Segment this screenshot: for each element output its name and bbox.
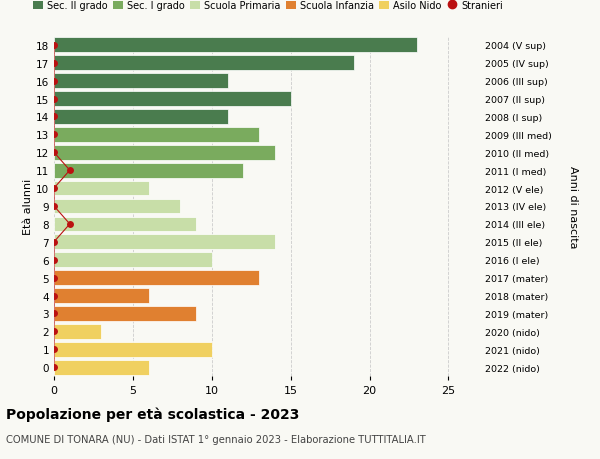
- Bar: [54, 110, 227, 124]
- Legend: Sec. II grado, Sec. I grado, Scuola Primaria, Scuola Infanzia, Asilo Nido, Stran: Sec. II grado, Sec. I grado, Scuola Prim…: [29, 0, 506, 15]
- Bar: [54, 217, 196, 232]
- Bar: [54, 181, 149, 196]
- Bar: [54, 289, 149, 303]
- Text: Popolazione per età scolastica - 2023: Popolazione per età scolastica - 2023: [6, 406, 299, 421]
- Bar: [54, 128, 259, 142]
- Bar: [54, 325, 101, 339]
- Bar: [54, 56, 354, 71]
- Bar: [54, 342, 212, 357]
- Bar: [54, 92, 290, 106]
- Bar: [54, 39, 417, 53]
- Bar: [54, 74, 227, 89]
- Bar: [54, 146, 275, 160]
- Bar: [54, 253, 212, 268]
- Bar: [54, 307, 196, 321]
- Y-axis label: Età alunni: Età alunni: [23, 179, 33, 235]
- Bar: [54, 271, 259, 285]
- Text: COMUNE DI TONARA (NU) - Dati ISTAT 1° gennaio 2023 - Elaborazione TUTTITALIA.IT: COMUNE DI TONARA (NU) - Dati ISTAT 1° ge…: [6, 434, 426, 444]
- Bar: [54, 199, 180, 214]
- Bar: [54, 235, 275, 250]
- Bar: [54, 163, 244, 178]
- Bar: [54, 360, 149, 375]
- Y-axis label: Anni di nascita: Anni di nascita: [568, 165, 578, 248]
